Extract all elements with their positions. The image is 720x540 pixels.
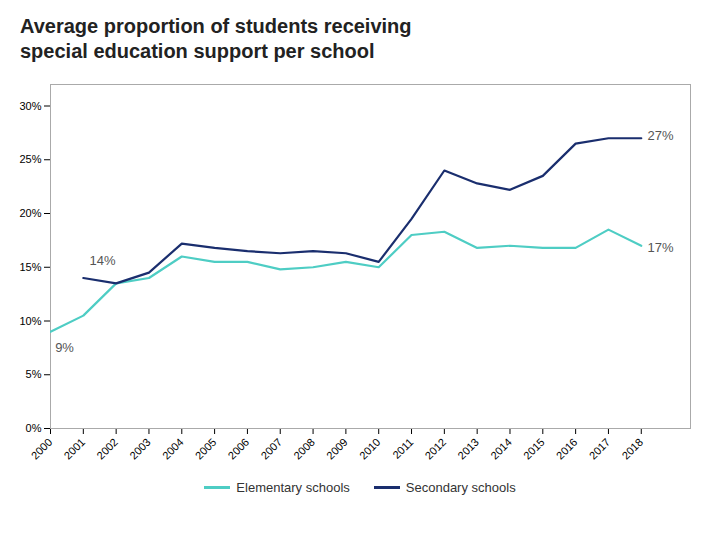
svg-text:2007: 2007 (258, 436, 284, 462)
svg-text:2006: 2006 (226, 436, 252, 462)
svg-text:9%: 9% (55, 340, 74, 355)
svg-text:2009: 2009 (324, 436, 350, 462)
svg-text:2002: 2002 (94, 436, 120, 462)
svg-text:2010: 2010 (357, 436, 383, 462)
svg-text:2004: 2004 (160, 436, 186, 462)
svg-text:2005: 2005 (193, 436, 219, 462)
svg-text:2014: 2014 (488, 436, 514, 462)
svg-text:2017: 2017 (587, 436, 613, 462)
html-text:Elementary schools: Elementary schools (236, 480, 350, 495)
svg-text:2003: 2003 (127, 436, 153, 462)
svg-text:2015: 2015 (521, 436, 547, 462)
svg-text:2001: 2001 (61, 436, 87, 462)
svg-text:2012: 2012 (422, 436, 448, 462)
svg-text:14%: 14% (90, 253, 116, 268)
svg-text:0%: 0% (26, 422, 42, 434)
html-text:Secondary schools: Secondary schools (405, 480, 516, 495)
svg-text:17%: 17% (648, 240, 674, 255)
svg-text:15%: 15% (19, 261, 41, 273)
svg-text:10%: 10% (19, 315, 41, 327)
svg-text:25%: 25% (19, 153, 41, 165)
svg-text:5%: 5% (26, 368, 42, 380)
svg-text:30%: 30% (19, 100, 41, 112)
svg-text:2011: 2011 (390, 436, 415, 461)
svg-text:27%: 27% (648, 128, 674, 143)
svg-text:2000: 2000 (29, 436, 55, 462)
svg-text:2013: 2013 (455, 436, 481, 462)
svg-text:2018: 2018 (619, 436, 645, 462)
svg-text:20%: 20% (19, 207, 41, 219)
svg-text:2016: 2016 (554, 436, 580, 462)
svg-text:2008: 2008 (291, 436, 317, 462)
html-text:Average proportion of students: Average proportion of students receiving… (20, 15, 412, 62)
